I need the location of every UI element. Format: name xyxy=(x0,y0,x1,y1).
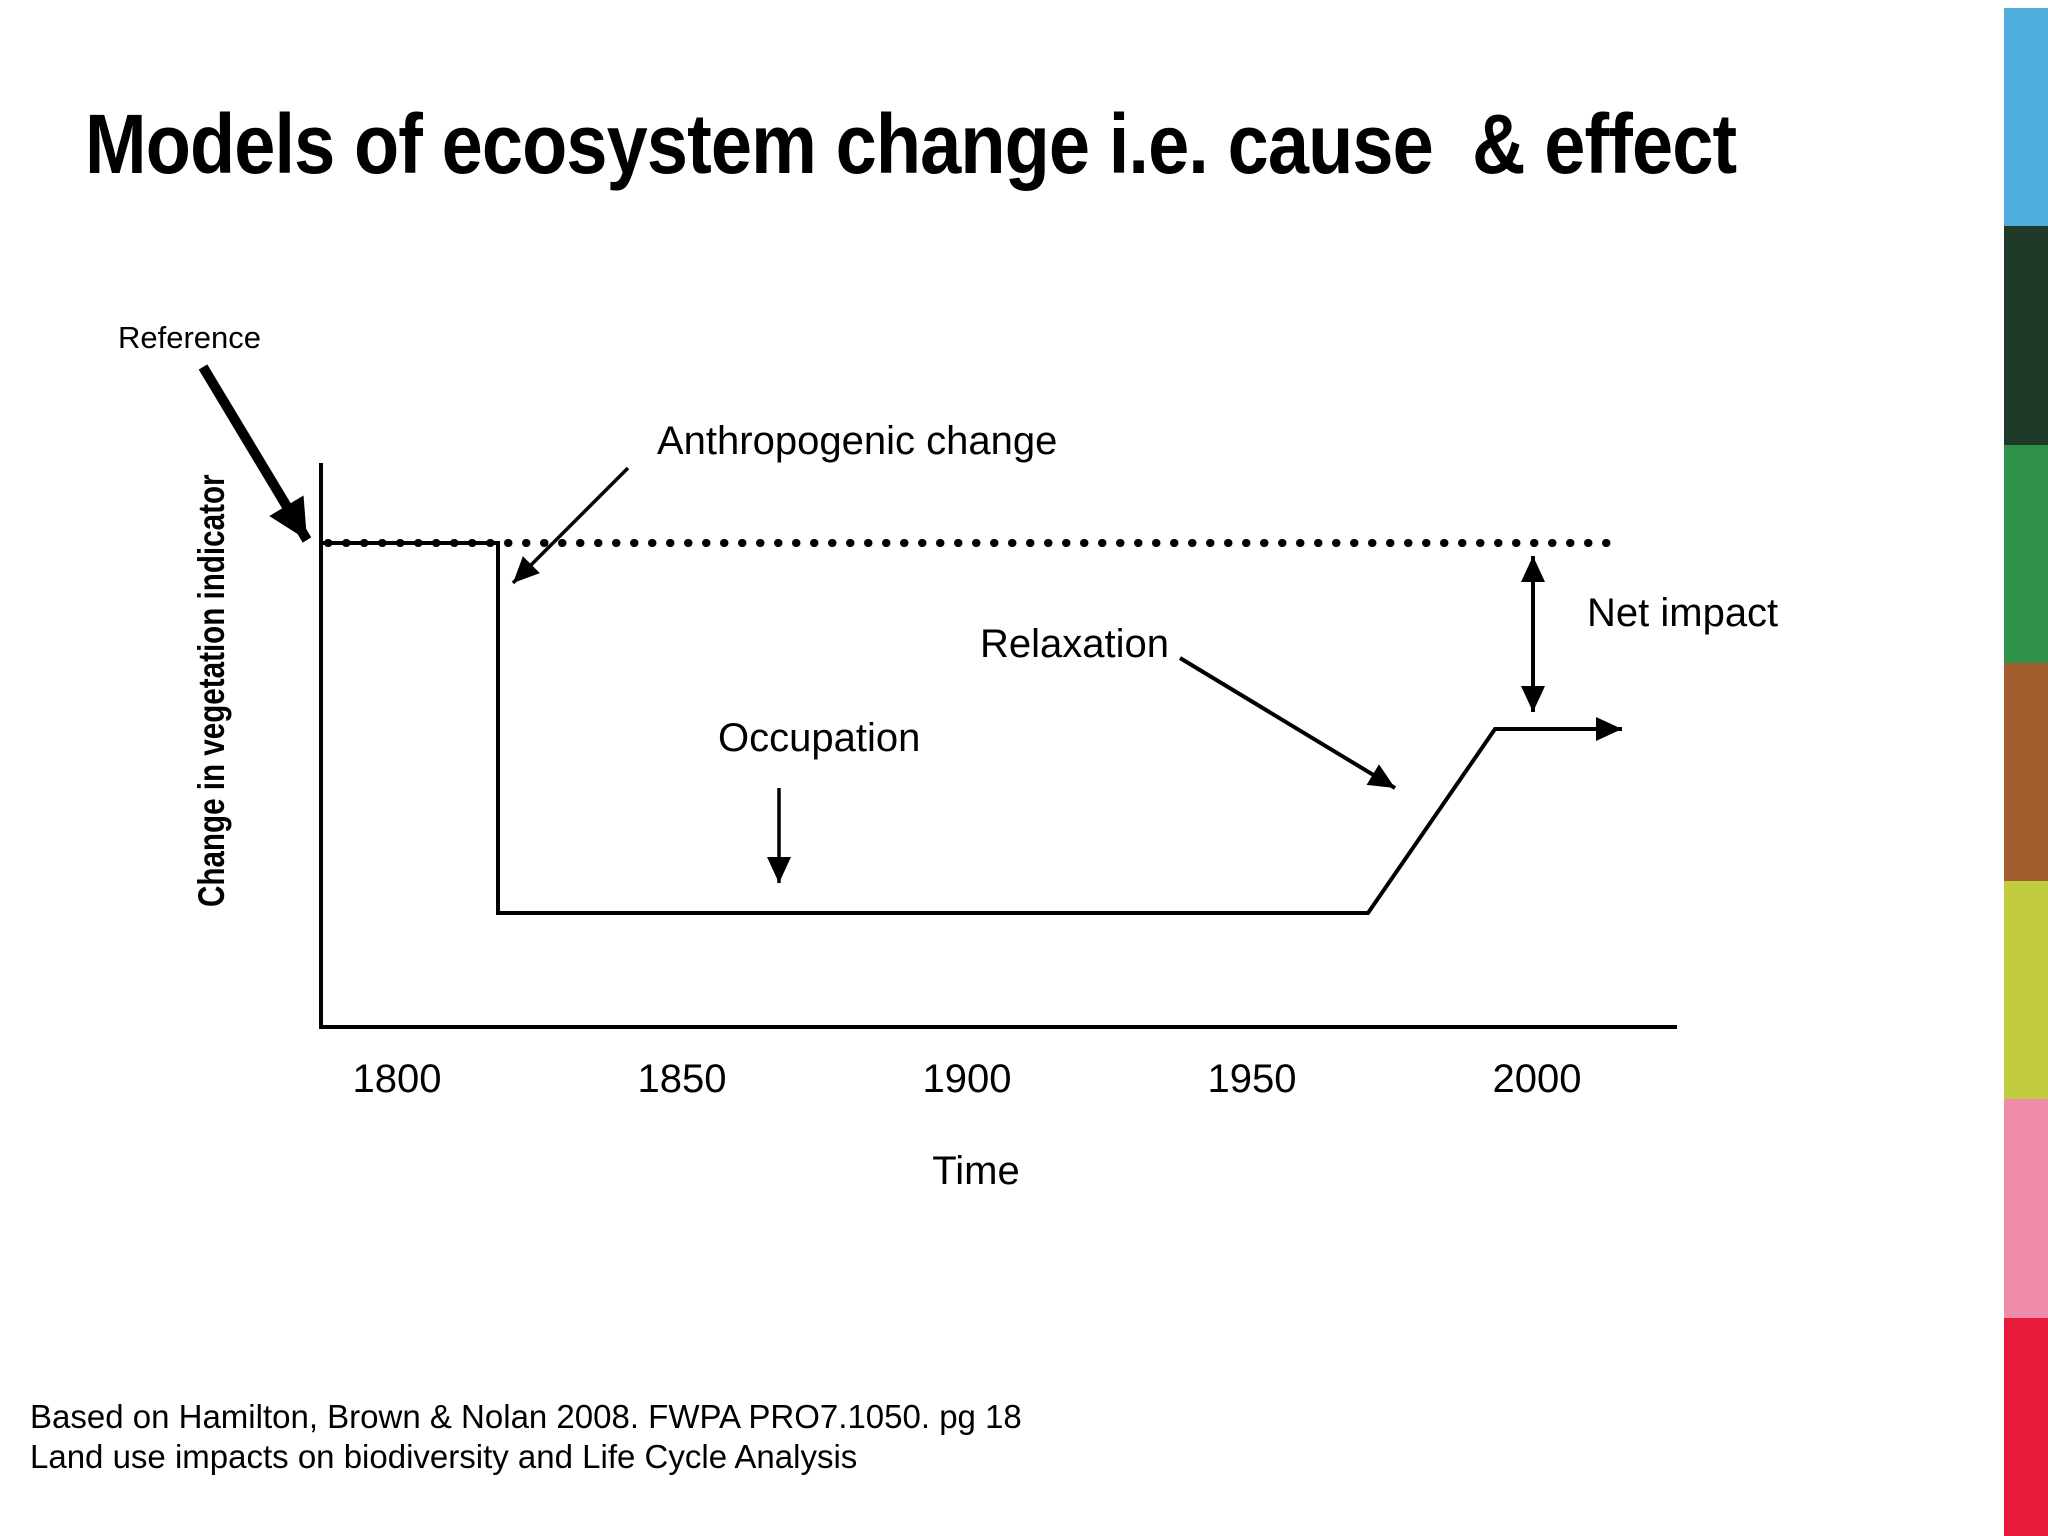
citation-line-2: Land use impacts on biodiversity and Lif… xyxy=(30,1438,858,1475)
anthropogenic-arrow xyxy=(511,466,630,585)
x-axis-title: Time xyxy=(932,1149,1020,1193)
net-impact-label: Net impact xyxy=(1587,591,1779,635)
reference-arrow xyxy=(198,364,312,543)
stripe-segment-green xyxy=(2004,444,2048,663)
citation-line-1: Based on Hamilton, Brown & Nolan 2008. F… xyxy=(30,1398,1022,1435)
x-tick-1950: 1950 xyxy=(1207,1057,1297,1101)
stripe-segment-brown xyxy=(2004,662,2048,882)
occupation-label: Occupation xyxy=(718,716,921,760)
page-title: Models of ecosystem change i.e. cause & … xyxy=(85,97,1737,191)
stripe-segment-dark-forest-green xyxy=(2004,226,2048,445)
x-tick-2000: 2000 xyxy=(1492,1057,1582,1101)
x-tick-1850: 1850 xyxy=(637,1057,727,1101)
stripe-segment-sky-blue xyxy=(2004,8,2048,227)
color-stripe xyxy=(2004,8,2048,1536)
x-tick-1900: 1900 xyxy=(922,1057,1012,1101)
stripe-segment-pink xyxy=(2004,1099,2048,1318)
anthropogenic-change-label: Anthropogenic change xyxy=(657,419,1058,463)
indicator-line xyxy=(321,541,1622,915)
y-axis-title: Change in vegetation indicator xyxy=(191,474,232,907)
stripe-segment-yellow-green xyxy=(2004,881,2048,1100)
reference-label: Reference xyxy=(118,320,262,355)
stripe-segment-red xyxy=(2004,1317,2048,1536)
x-tick-1800: 1800 xyxy=(352,1057,442,1101)
citation: Based on Hamilton, Brown & Nolan 2008. F… xyxy=(30,1397,1022,1477)
relaxation-label: Relaxation xyxy=(980,622,1170,666)
relaxation-arrow xyxy=(1178,656,1397,790)
